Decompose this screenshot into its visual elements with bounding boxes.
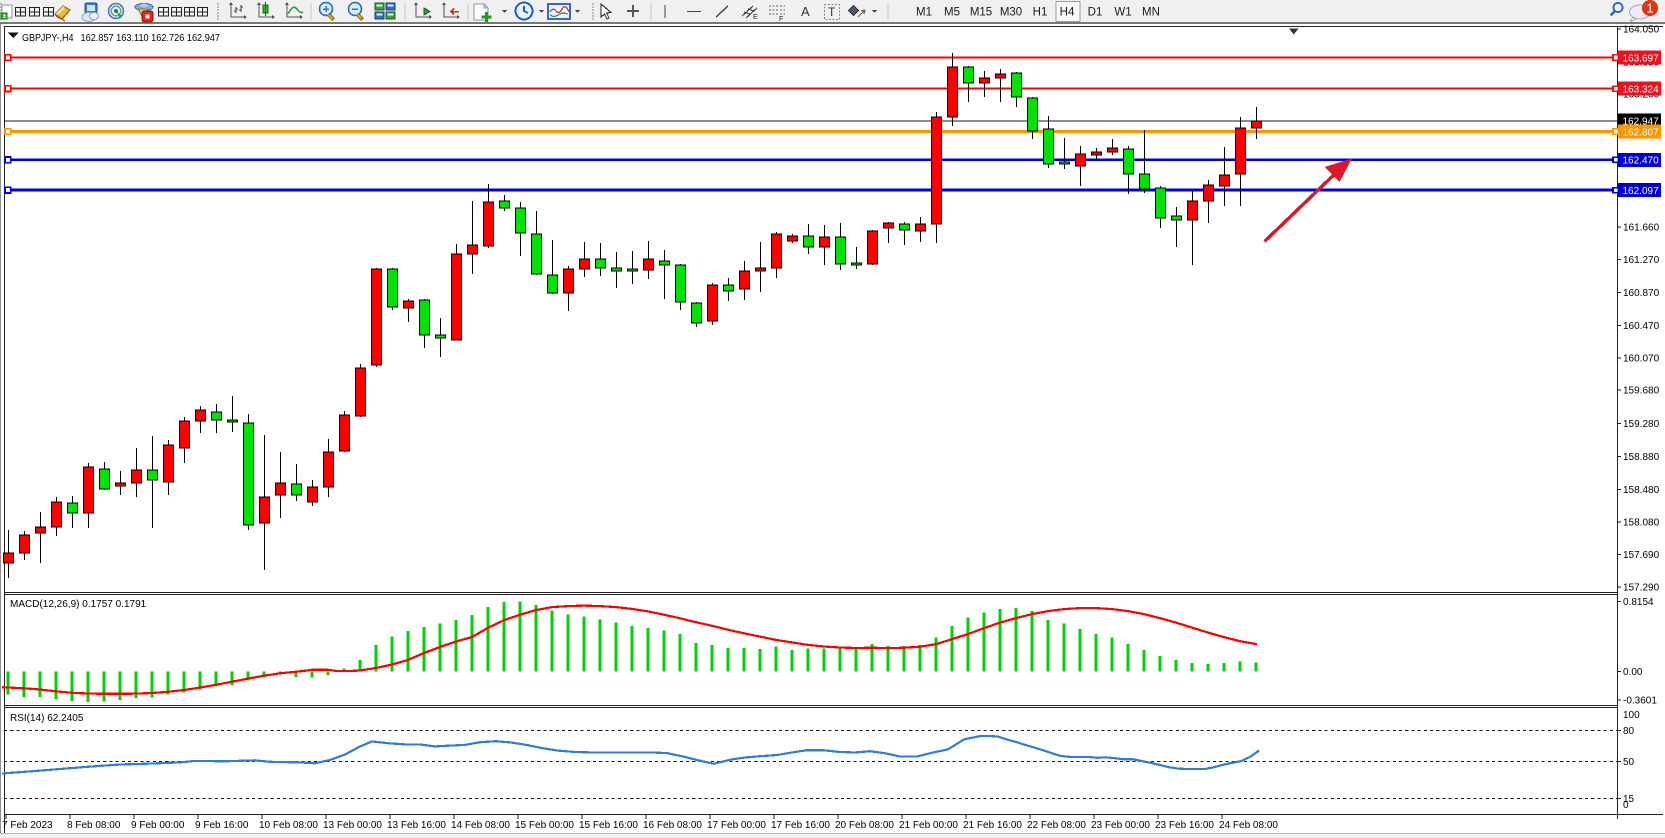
- svg-text:H1: H1: [1033, 7, 1048, 19]
- svg-text:163.324: 163.324: [1623, 85, 1660, 96]
- svg-text:1: 1: [1646, 1, 1653, 16]
- svg-text:9 Feb 00:00: 9 Feb 00:00: [131, 820, 185, 831]
- svg-text:13 Feb 00:00: 13 Feb 00:00: [323, 820, 382, 831]
- svg-text:158.080: 158.080: [1623, 518, 1660, 529]
- svg-text:162.097: 162.097: [1623, 186, 1660, 197]
- svg-text:159.280: 159.280: [1623, 419, 1660, 430]
- svg-text:15: 15: [1623, 794, 1635, 805]
- svg-text:9 Feb 16:00: 9 Feb 16:00: [195, 820, 249, 831]
- svg-text:GBPJPY-,H4: GBPJPY-,H4: [22, 32, 74, 44]
- svg-text:162.807: 162.807: [1623, 127, 1660, 138]
- svg-text:0: 0: [1623, 800, 1629, 811]
- svg-text:16 Feb 08:00: 16 Feb 08:00: [643, 820, 702, 831]
- svg-text:164.050: 164.050: [1623, 25, 1660, 36]
- svg-text:80: 80: [1623, 726, 1635, 737]
- svg-text:14 Feb 08:00: 14 Feb 08:00: [451, 820, 510, 831]
- svg-text:0.8154: 0.8154: [1623, 597, 1654, 608]
- svg-text:7 Feb 2023: 7 Feb 2023: [2, 820, 53, 831]
- svg-text:160.870: 160.870: [1623, 288, 1660, 299]
- svg-text:M1: M1: [916, 7, 932, 19]
- svg-text:T: T: [828, 5, 836, 19]
- svg-text:160.470: 160.470: [1623, 321, 1660, 332]
- svg-text:157.690: 157.690: [1623, 550, 1660, 561]
- svg-text:21 Feb 16:00: 21 Feb 16:00: [963, 820, 1022, 831]
- svg-text:22 Feb 08:00: 22 Feb 08:00: [1027, 820, 1086, 831]
- svg-text:161.660: 161.660: [1623, 223, 1660, 234]
- svg-text:161.270: 161.270: [1623, 255, 1660, 266]
- svg-text:158.880: 158.880: [1623, 452, 1660, 463]
- svg-text:15 Feb 00:00: 15 Feb 00:00: [515, 820, 574, 831]
- svg-text:23 Feb 00:00: 23 Feb 00:00: [1091, 820, 1150, 831]
- svg-text:15 Feb 16:00: 15 Feb 16:00: [579, 820, 638, 831]
- svg-text:-0.3601: -0.3601: [1623, 696, 1657, 707]
- svg-text:H4: H4: [1060, 7, 1075, 19]
- svg-text:0.00: 0.00: [1623, 667, 1643, 678]
- svg-text:8 Feb 08:00: 8 Feb 08:00: [67, 820, 121, 831]
- svg-text:20 Feb 08:00: 20 Feb 08:00: [835, 820, 894, 831]
- svg-text:162.470: 162.470: [1623, 156, 1660, 167]
- svg-text:M30: M30: [1000, 7, 1022, 19]
- svg-text:10 Feb 08:00: 10 Feb 08:00: [259, 820, 318, 831]
- svg-text:24 Feb 08:00: 24 Feb 08:00: [1219, 820, 1278, 831]
- svg-text:A: A: [801, 4, 810, 19]
- svg-text:23 Feb 16:00: 23 Feb 16:00: [1155, 820, 1214, 831]
- svg-text:158.480: 158.480: [1623, 485, 1660, 496]
- svg-text:W1: W1: [1114, 7, 1131, 19]
- svg-text:F: F: [779, 16, 783, 23]
- svg-text:162.947: 162.947: [1623, 116, 1660, 127]
- svg-text:MN: MN: [1142, 7, 1160, 19]
- svg-text:17 Feb 00:00: 17 Feb 00:00: [707, 820, 766, 831]
- svg-text:17 Feb 16:00: 17 Feb 16:00: [771, 820, 830, 831]
- svg-text:162.857 163.110 162.726 162.94: 162.857 163.110 162.726 162.947: [81, 32, 221, 44]
- svg-text:50: 50: [1623, 757, 1635, 768]
- svg-text:163.697: 163.697: [1623, 53, 1660, 64]
- svg-text:RSI(14) 62.2405: RSI(14) 62.2405: [10, 713, 84, 724]
- svg-text:160.070: 160.070: [1623, 354, 1660, 365]
- svg-text:E: E: [753, 14, 758, 21]
- svg-text:21 Feb 00:00: 21 Feb 00:00: [899, 820, 958, 831]
- svg-text:MACD(12,26,9) 0.1757 0.1791: MACD(12,26,9) 0.1757 0.1791: [10, 599, 147, 610]
- svg-text:13 Feb 16:00: 13 Feb 16:00: [387, 820, 446, 831]
- svg-text:M5: M5: [944, 7, 960, 19]
- svg-text:M15: M15: [970, 7, 992, 19]
- svg-text:D1: D1: [1088, 7, 1103, 19]
- svg-text:100: 100: [1623, 710, 1640, 721]
- svg-text:157.290: 157.290: [1623, 583, 1660, 594]
- svg-text:159.680: 159.680: [1623, 386, 1660, 397]
